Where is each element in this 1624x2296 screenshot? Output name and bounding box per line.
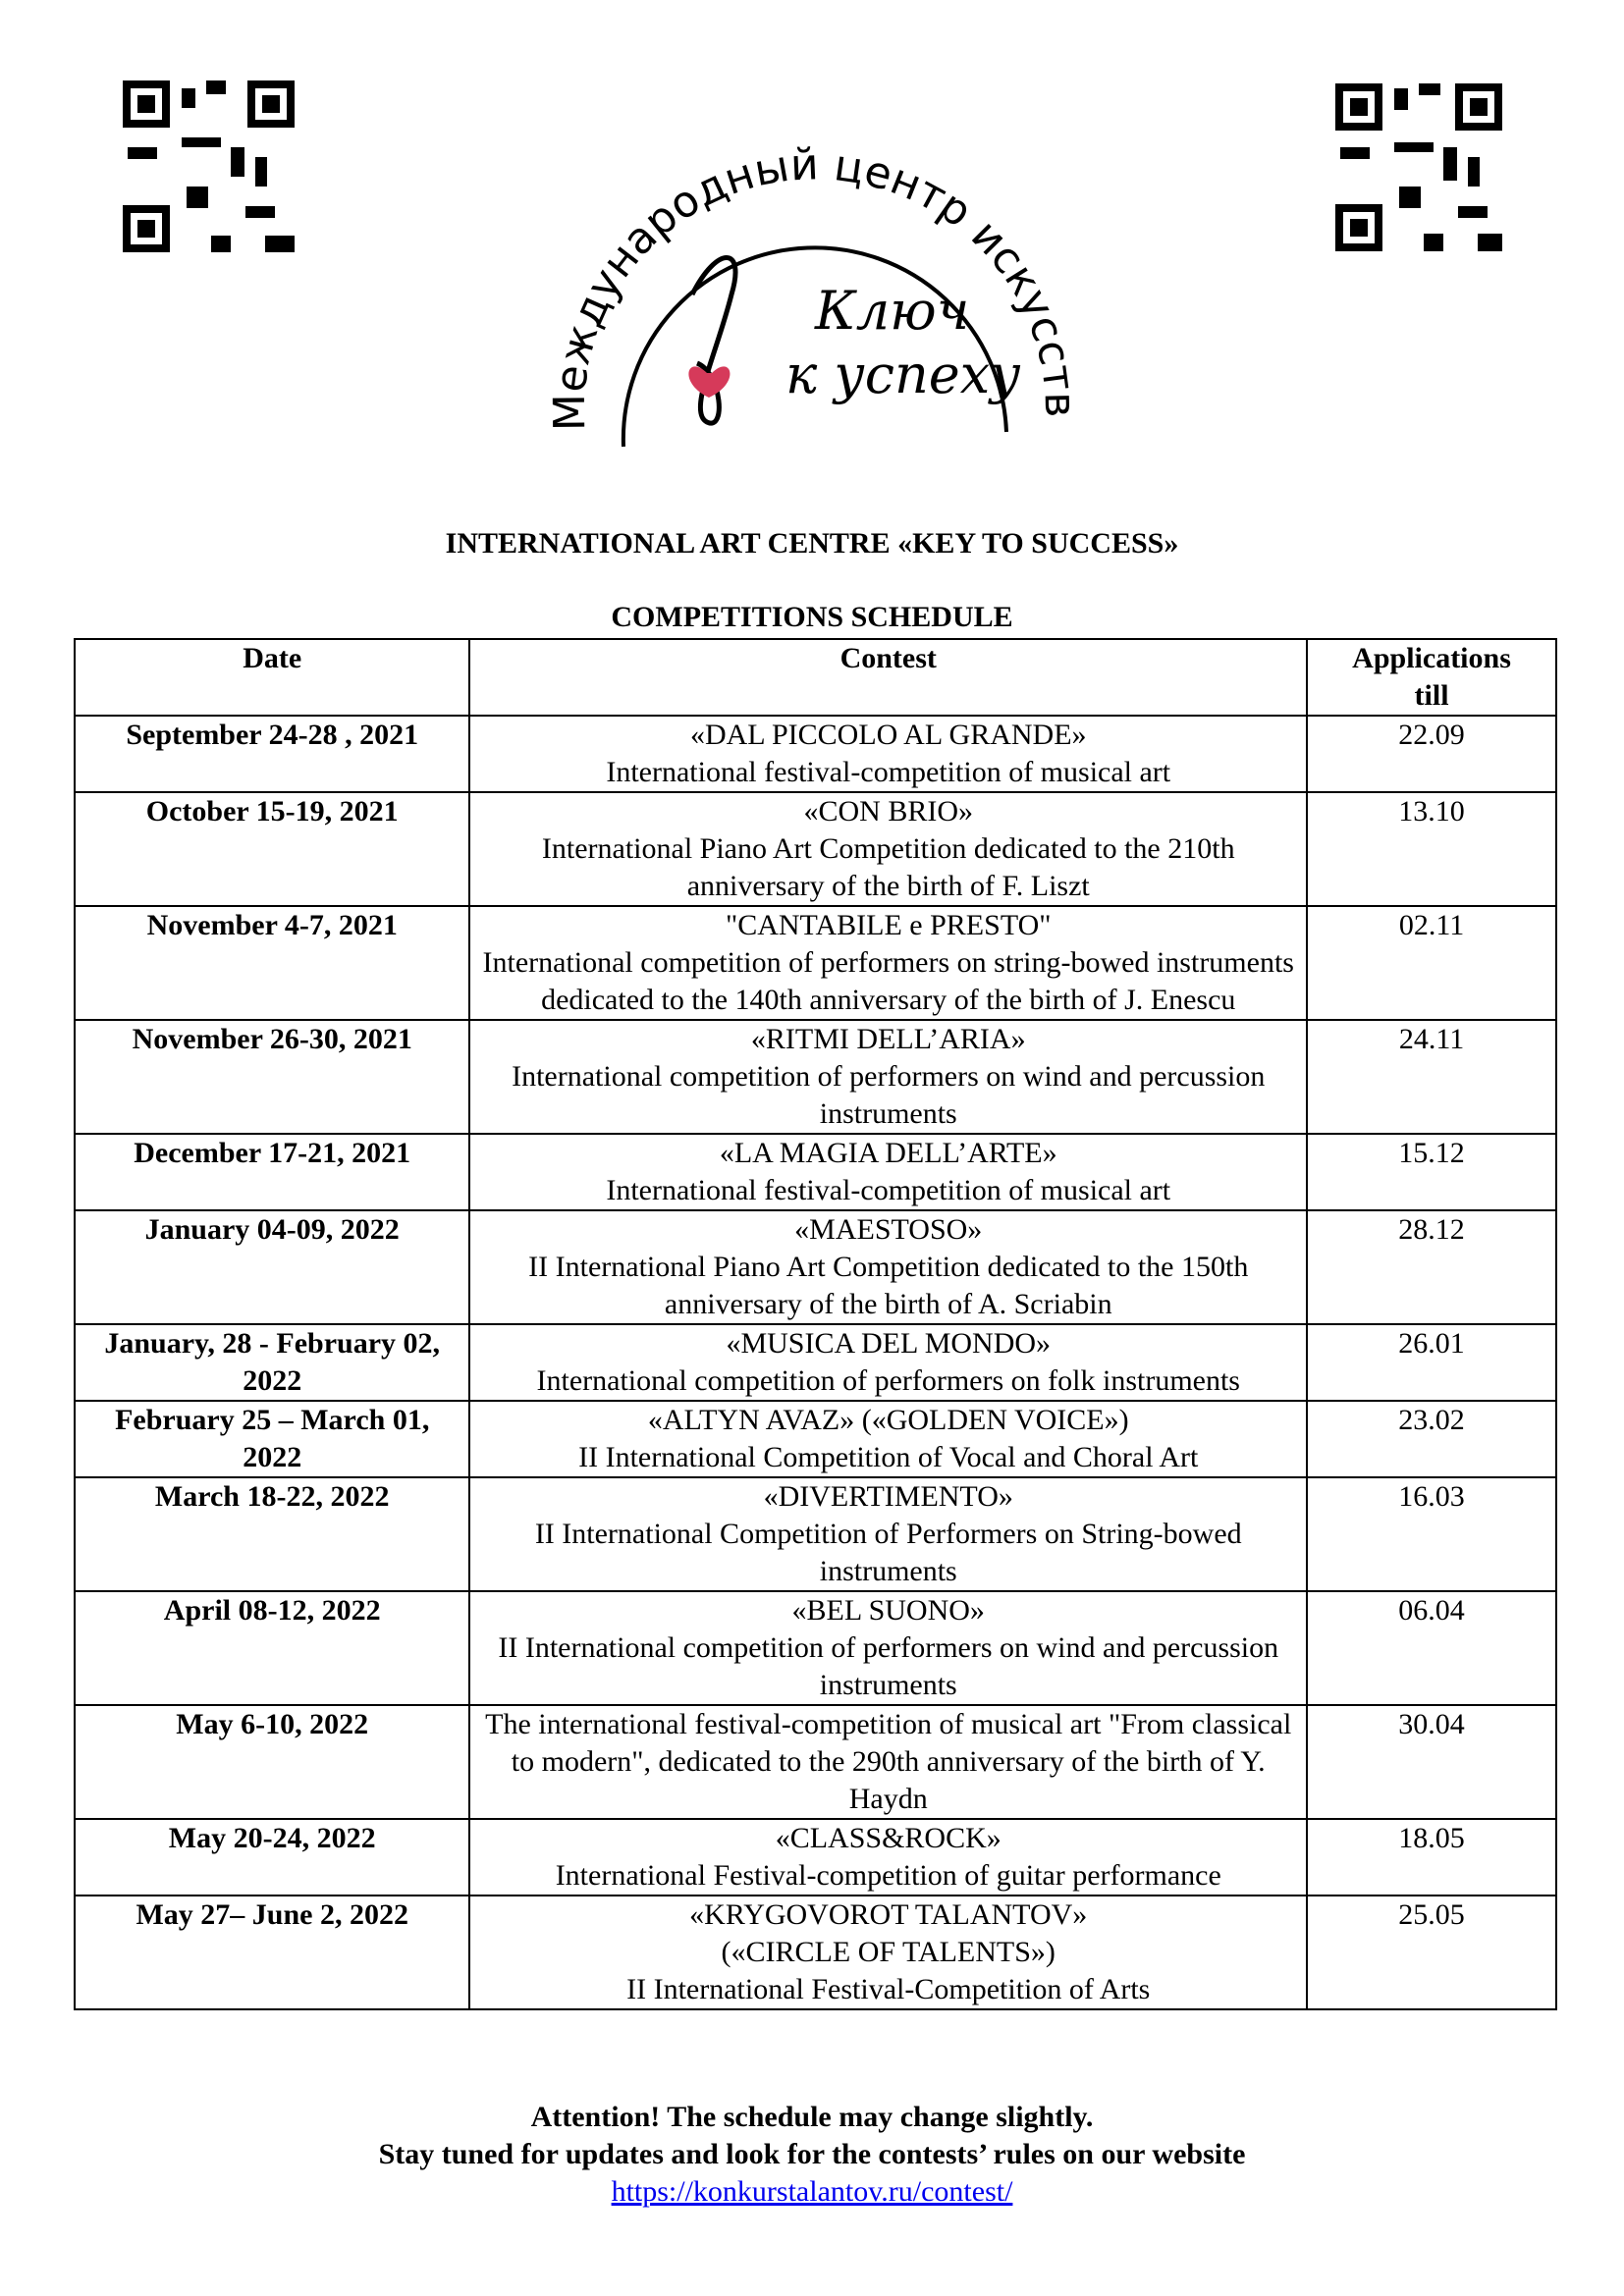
contest-line: International Piano Art Competition dedi… — [541, 832, 1235, 902]
logo-line2: к успеху — [785, 344, 1021, 405]
contest-line: The international festival-competition o… — [485, 1708, 1292, 1815]
contest-cell: «DAL PICCOLO AL GRANDE» International fes… — [468, 715, 1309, 793]
contest-cell: «RITMI DELL’ARIA» International competiti… — [468, 1019, 1309, 1135]
contest-cell: «MUSICA DEL MONDO» International competit… — [468, 1323, 1309, 1402]
contest-line: «ALTYN AVAZ» («GOLDEN VOICE») — [647, 1404, 1129, 1436]
table-row: May 20-24, 2022 «CLASS&ROCK» International… — [73, 1818, 1557, 1896]
table-row: May 27– June 2, 2022 «KRYGOVOROT TALANTOV… — [73, 1895, 1557, 2010]
table-row: May 6-10, 2022 The international festival… — [73, 1704, 1557, 1820]
contest-cell: «CLASS&ROCK» International Festival-compe… — [468, 1818, 1309, 1896]
deadline-cell: 02.11 — [1306, 905, 1557, 1021]
table-row: September 24-28 , 2021 «DAL PICCOLO AL GR… — [73, 715, 1557, 793]
footer-line: Stay tuned for updates and look for the … — [378, 2138, 1246, 2170]
contest-cell: «KRYGOVOROT TALANTOV» («CIRCLE OF TALENTS… — [468, 1895, 1309, 2010]
date-cell: January, 28 - February 02, 2022 — [73, 1323, 471, 1402]
date-cell: December 17-21, 2021 — [73, 1133, 471, 1211]
table-row: November 26-30, 2021 «RITMI DELL’ARIA» Int… — [73, 1019, 1557, 1135]
date-cell: April 08-12, 2022 — [73, 1590, 471, 1706]
logo-line1: Ключ — [814, 280, 969, 342]
header-graphics: Международный центр искусств Ключ к успе… — [123, 80, 1502, 448]
contest-cell: «CON BRIO» International Piano Art Compet… — [468, 791, 1309, 907]
date-cell: May 6-10, 2022 — [73, 1704, 471, 1820]
deadline-cell: 23.02 — [1306, 1400, 1557, 1478]
contest-line: International Festival-competition of gu… — [555, 1859, 1221, 1892]
qr-left — [123, 80, 295, 252]
deadline-cell: 26.01 — [1306, 1323, 1557, 1402]
logo: Международный центр искусств Ключ к успе… — [545, 139, 1085, 448]
date-cell: March 18-22, 2022 — [73, 1476, 471, 1592]
table-body: September 24-28 , 2021 «DAL PICCOLO AL GR… — [73, 715, 1557, 2010]
contest-cell: «MAESTOSO» II International Piano Art Com… — [468, 1209, 1309, 1325]
date-cell: October 15-19, 2021 — [73, 791, 471, 907]
qr-right — [1335, 83, 1502, 251]
contest-line: International competition of performers … — [512, 1060, 1266, 1130]
header-cell: Applications till — [1306, 638, 1557, 717]
date-cell: May 27– June 2, 2022 — [73, 1895, 471, 2010]
contest-line: "CANTABILE e PRESTO" — [725, 909, 1052, 941]
contest-cell: «DIVERTIMENTO» II International Competiti… — [468, 1476, 1309, 1592]
table-row: January, 28 - February 02, 2022 «MUSICA D… — [73, 1323, 1557, 1402]
contest-line: International competition of performers … — [482, 946, 1294, 1016]
contest-line: International competition of performers … — [536, 1364, 1240, 1397]
table-row: February 25 – March 01, 2022 «ALTYN AVAZ»… — [73, 1400, 1557, 1478]
table-row: November 4-7, 2021 "CANTABILE e PRESTO" In… — [73, 905, 1557, 1021]
deadline-cell: 24.11 — [1306, 1019, 1557, 1135]
contest-cell: The international festival-competition o… — [468, 1704, 1309, 1820]
contest-line: («CIRCLE OF TALENTS») — [721, 1936, 1056, 1968]
date-cell: November 26-30, 2021 — [73, 1019, 471, 1135]
contest-line: «DAL PICCOLO AL GRANDE» — [689, 719, 1087, 751]
header-row: Date Contest Applications till — [73, 638, 1557, 717]
schedule-table: Date Contest Applications till September… — [73, 638, 1557, 2010]
contest-cell: «LA MAGIA DELL’ARTE» International festiv… — [468, 1133, 1309, 1211]
subtitle: COMPETITIONS SCHEDULE — [611, 601, 1013, 633]
date-cell: May 20-24, 2022 — [73, 1818, 471, 1896]
date-cell: February 25 – March 01, 2022 — [73, 1400, 471, 1478]
contest-line: II International Piano Art Competition d… — [528, 1251, 1249, 1320]
table-row: January 04-09, 2022 «MAESTOSO» II Internat… — [73, 1209, 1557, 1325]
date-cell: November 4-7, 2021 — [73, 905, 471, 1021]
footer-link-wrap: https://konkurstalantov.ru/contest/ — [0, 2173, 1624, 2211]
contest-line: «RITMI DELL’ARIA» — [750, 1023, 1026, 1055]
table-row: March 18-22, 2022 «DIVERTIMENTO» II Intern… — [73, 1476, 1557, 1592]
contest-line: «CON BRIO» — [803, 795, 973, 828]
contest-line: International festival-competition of mu… — [606, 756, 1171, 788]
contest-line: II International Festival-Competition of… — [626, 1973, 1151, 2005]
contest-line: II International Competition of Performe… — [534, 1518, 1242, 1587]
contest-cell: «BEL SUONO» II International competition … — [468, 1590, 1309, 1706]
header-cell: Contest — [468, 638, 1309, 717]
contest-line: «MAESTOSO» — [794, 1213, 983, 1246]
contest-line: International festival-competition of mu… — [606, 1174, 1171, 1206]
footer: Attention! The schedule may change sligh… — [0, 2099, 1624, 2211]
contest-line: «MUSICA DEL MONDO» — [726, 1327, 1052, 1360]
contest-line: «CLASS&ROCK» — [775, 1822, 1001, 1854]
deadline-cell: 22.09 — [1306, 715, 1557, 793]
contest-cell: "CANTABILE e PRESTO" International compet… — [468, 905, 1309, 1021]
table-row: October 15-19, 2021 «CON BRIO» Internation… — [73, 791, 1557, 907]
deadline-cell: 28.12 — [1306, 1209, 1557, 1325]
contest-line: II International competition of performe… — [498, 1631, 1279, 1701]
footer-line: Attention! The schedule may change sligh… — [530, 2101, 1094, 2133]
contest-line: «KRYGOVOROT TALANTOV» — [689, 1898, 1088, 1931]
deadline-cell: 13.10 — [1306, 791, 1557, 907]
deadline-cell: 15.12 — [1306, 1133, 1557, 1211]
contest-line: «BEL SUONO» — [791, 1594, 985, 1627]
contest-cell: «ALTYN AVAZ» («GOLDEN VOICE») II Internat… — [468, 1400, 1309, 1478]
deadline-cell: 16.03 — [1306, 1476, 1557, 1592]
contest-line: II International Competition of Vocal an… — [578, 1441, 1199, 1473]
date-cell: September 24-28 , 2021 — [73, 715, 471, 793]
deadline-cell: 30.04 — [1306, 1704, 1557, 1820]
deadline-cell: 06.04 — [1306, 1590, 1557, 1706]
title: INTERNATIONAL ART CENTRE «KEY TO SUCCESS… — [445, 527, 1179, 560]
header-cell: Date — [73, 638, 471, 717]
contest-line: «LA MAGIA DELL’ARTE» — [719, 1137, 1057, 1169]
contest-line: «DIVERTIMENTO» — [763, 1480, 1013, 1513]
table-row: April 08-12, 2022 «BEL SUONO» II Internati… — [73, 1590, 1557, 1706]
table-row: December 17-21, 2021 «LA MAGIA DELL’ARTE»… — [73, 1133, 1557, 1211]
deadline-cell: 18.05 — [1306, 1818, 1557, 1896]
website-link[interactable]: https://konkurstalantov.ru/contest/ — [611, 2175, 1013, 2208]
deadline-cell: 25.05 — [1306, 1895, 1557, 2010]
date-cell: January 04-09, 2022 — [73, 1209, 471, 1325]
